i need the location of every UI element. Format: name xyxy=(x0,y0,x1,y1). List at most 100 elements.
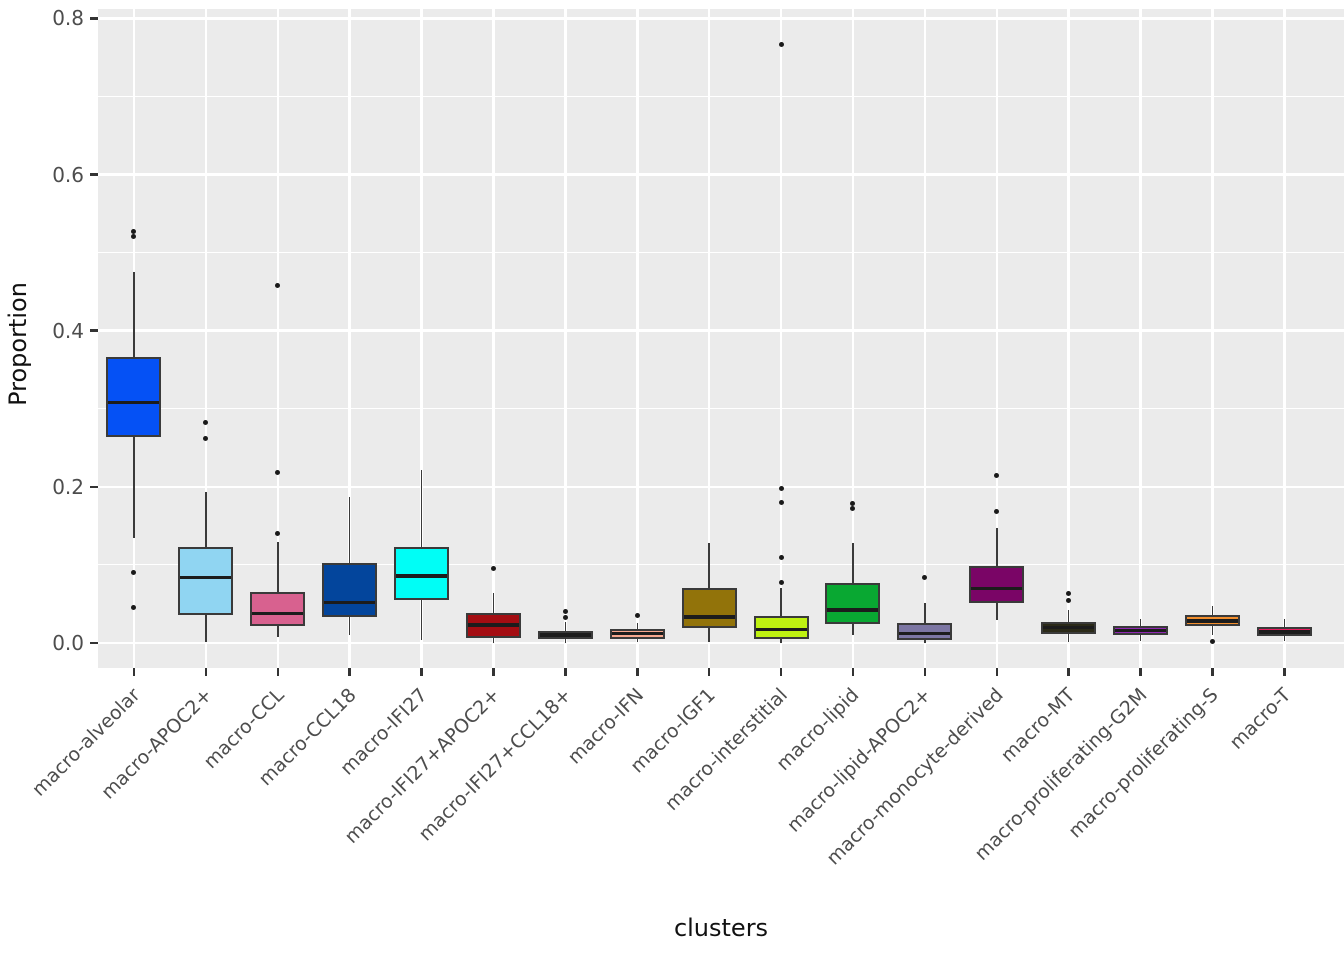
box-macro-IGF1 xyxy=(681,588,737,629)
upper-whisker xyxy=(1139,618,1142,626)
x-tick-mark xyxy=(1211,668,1214,676)
gridline-vertical xyxy=(779,9,783,668)
outlier-dot xyxy=(778,499,784,505)
upper-whisker xyxy=(348,497,351,564)
gridline-vertical xyxy=(636,9,639,668)
lower-whisker xyxy=(348,617,351,636)
gridline-minor xyxy=(98,95,1344,97)
median-line xyxy=(827,608,879,612)
plot-panel xyxy=(98,9,1344,668)
gridline-minor xyxy=(98,564,1344,566)
box-macro-CCL18 xyxy=(322,563,378,618)
upper-whisker xyxy=(277,541,279,593)
outlier-dot xyxy=(275,531,281,537)
median-line xyxy=(683,615,735,619)
x-tick-mark xyxy=(1067,668,1070,676)
gridline-vertical xyxy=(276,9,279,668)
upper-whisker xyxy=(708,543,710,589)
outlier-dot xyxy=(1209,638,1215,644)
x-tick-mark xyxy=(1139,668,1142,676)
y-tick-mark xyxy=(90,485,98,489)
y-tick-label: 0.4 xyxy=(52,318,84,343)
gridline-minor xyxy=(98,252,1344,254)
outlier-dot xyxy=(850,500,856,506)
x-tick-mark xyxy=(636,668,639,676)
x-tick-mark xyxy=(1283,668,1286,676)
lower-whisker xyxy=(492,638,495,643)
upper-whisker xyxy=(205,492,207,547)
gridline-major xyxy=(98,485,1344,489)
x-tick-label: macro-proliferating-S xyxy=(1064,684,1224,843)
x-tick-mark xyxy=(276,668,279,676)
gridline-major xyxy=(98,17,1344,20)
upper-whisker xyxy=(780,588,782,616)
gridline-vertical xyxy=(420,9,423,668)
lower-whisker xyxy=(205,614,207,643)
x-tick-mark xyxy=(348,668,351,676)
gridline-vertical xyxy=(1139,9,1142,668)
box-macro-alveolar xyxy=(106,357,162,437)
box-macro-monocyte-derived xyxy=(969,565,1025,604)
median-line xyxy=(1258,630,1310,634)
lower-whisker xyxy=(133,436,135,539)
x-tick-mark xyxy=(995,668,998,676)
median-line xyxy=(324,600,376,605)
gridline-vertical xyxy=(204,9,208,668)
outlier-dot xyxy=(778,41,784,47)
outlier-dot xyxy=(562,614,568,620)
lower-whisker xyxy=(1067,633,1070,643)
outlier-dot xyxy=(994,472,1000,478)
y-tick-mark xyxy=(90,17,98,20)
outlier-dot xyxy=(490,565,496,571)
lower-whisker xyxy=(1139,635,1142,642)
gridline-major xyxy=(98,173,1344,176)
lower-whisker xyxy=(852,624,854,636)
x-tick-mark xyxy=(851,668,855,676)
x-tick-mark xyxy=(779,668,783,676)
outlier-dot xyxy=(275,470,281,476)
median-line xyxy=(755,627,807,632)
outlier-dot xyxy=(778,554,784,560)
x-tick-mark xyxy=(564,668,567,676)
gridline-major xyxy=(98,329,1344,332)
gridline-minor xyxy=(98,408,1344,410)
median-line xyxy=(1115,628,1167,633)
outlier-dot xyxy=(131,604,137,610)
x-tick-label: macro-T xyxy=(1225,684,1295,754)
outlier-dot xyxy=(922,574,928,580)
median-line xyxy=(1186,619,1238,623)
x-tick-mark xyxy=(420,668,423,676)
box-macro-lipid xyxy=(825,582,881,625)
median-line xyxy=(971,586,1023,591)
gridline-major xyxy=(98,641,1344,645)
x-tick-mark xyxy=(707,668,711,676)
x-tick-mark xyxy=(204,668,208,676)
outlier-dot xyxy=(131,233,137,239)
box-macro-IFI27 xyxy=(394,546,450,601)
outlier-dot xyxy=(131,570,137,576)
box-macro-interstitial xyxy=(753,615,809,640)
lower-whisker xyxy=(924,639,926,643)
y-tick-mark xyxy=(90,329,98,332)
gridline-vertical xyxy=(995,9,998,668)
upper-whisker xyxy=(133,272,135,358)
outlier-dot xyxy=(778,580,784,586)
lower-whisker xyxy=(708,628,710,643)
y-tick-label: 0.0 xyxy=(52,631,84,655)
gridline-vertical xyxy=(1067,9,1070,668)
upper-whisker xyxy=(564,621,567,632)
outlier-dot xyxy=(562,609,568,615)
gridline-vertical xyxy=(851,9,855,668)
lower-whisker xyxy=(996,603,998,621)
median-line xyxy=(611,631,663,636)
median-line xyxy=(467,623,519,627)
lower-whisker xyxy=(1283,635,1286,641)
gridline-vertical xyxy=(492,9,495,668)
outlier-dot xyxy=(994,508,1000,514)
y-tick-mark xyxy=(90,641,98,645)
outlier-dot xyxy=(778,485,784,491)
median-line xyxy=(252,611,304,616)
upper-whisker xyxy=(1211,605,1214,615)
median-line xyxy=(180,575,232,580)
